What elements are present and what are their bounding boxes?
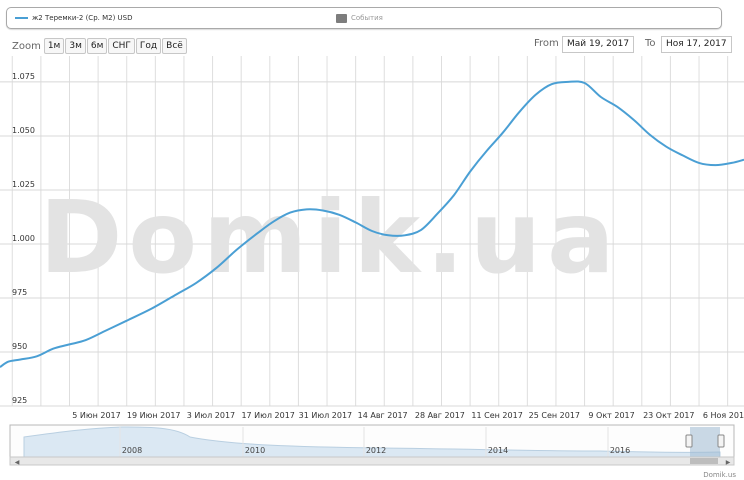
y-tick-label: 1.075 [12, 72, 35, 81]
to-date-input[interactable]: Ноя 17, 2017 [661, 36, 732, 53]
x-tick-label: 14 Авг 2017 [358, 411, 408, 420]
to-label: To [645, 38, 656, 49]
x-tick-label: 3 Июл 2017 [187, 411, 235, 420]
navigator[interactable]: 2008 2010 2012 2014 2016 ◀ ▶ [9, 424, 735, 466]
navigator-series [23, 426, 721, 458]
y-tick-label: 1.050 [12, 126, 35, 135]
navigator-right-handle[interactable] [717, 434, 725, 448]
zoom-button-3m[interactable]: 3м [65, 38, 86, 54]
from-date-input[interactable]: Май 19, 2017 [562, 36, 635, 53]
x-tick-label: 23 Окт 2017 [643, 411, 694, 420]
navigator-years: 2008 2010 2012 2014 2016 [119, 427, 630, 457]
navigator-year-label: 2010 [245, 446, 265, 455]
x-tick-label: 25 Сен 2017 [529, 411, 580, 420]
x-axis-ticks: 5 Июн 2017 19 Июн 2017 3 Июл 2017 17 Июл 20… [72, 411, 744, 420]
legend: ж2 Теремки-2 (Ср. М2) USD События [6, 7, 722, 29]
x-tick-label: 9 Окт 2017 [588, 411, 634, 420]
credit-text: Domik.us [703, 471, 736, 479]
watermark: Domik.ua [39, 179, 620, 296]
zoom-button-1m[interactable]: 1м [43, 38, 65, 54]
y-tick-label: 925 [12, 396, 27, 405]
scroll-right-icon[interactable]: ▶ [726, 459, 731, 466]
series-line [0, 80, 744, 368]
zoom-label: Zoom [12, 40, 41, 52]
zoom-selector: Zoom 1м 3м 6м СНГ Год Всё [12, 38, 187, 54]
navigator-year-label: 2008 [122, 446, 142, 455]
legend-series-label: ж2 Теремки-2 (Ср. М2) USD [32, 14, 133, 22]
events-square-icon [336, 13, 347, 23]
x-tick-label: 5 Июн 2017 [72, 411, 120, 420]
y-tick-label: 1.025 [12, 180, 35, 189]
series-line-icon [15, 17, 28, 19]
y-tick-label: 950 [12, 342, 27, 351]
x-tick-label: 28 Авг 2017 [415, 411, 465, 420]
zoom-button-1y[interactable]: Год [135, 38, 162, 54]
x-tick-label: 11 Сен 2017 [471, 411, 522, 420]
y-tick-label: 1.000 [12, 234, 35, 243]
x-tick-label: 17 Июл 2017 [241, 411, 294, 420]
scrollbar-thumb[interactable] [690, 458, 718, 464]
series-layer [0, 80, 744, 368]
legend-item-events[interactable]: События [336, 8, 383, 28]
x-tick-label: 19 Июн 2017 [127, 411, 181, 420]
zoom-button-6m[interactable]: 6м [86, 38, 108, 54]
navigator-selection[interactable] [690, 427, 720, 457]
x-tick-label: 31 Июл 2017 [299, 411, 352, 420]
from-label: From [534, 38, 559, 49]
legend-events-label: События [351, 14, 383, 22]
navigator-year-label: 2014 [488, 446, 508, 455]
legend-item-series[interactable]: ж2 Теремки-2 (Ср. М2) USD [15, 8, 133, 28]
scroll-left-icon[interactable]: ◀ [15, 459, 20, 466]
navigator-year-label: 2012 [366, 446, 386, 455]
horizontal-grid [0, 81, 744, 407]
zoom-button-ytd[interactable]: СНГ [108, 38, 135, 54]
navigator-year-label: 2016 [610, 446, 630, 455]
navigator-left-handle[interactable] [685, 434, 693, 448]
y-tick-label: 975 [12, 288, 27, 297]
y-axis-ticks: 925 950 975 1.000 1.025 1.050 1.075 [12, 72, 35, 405]
vertical-grid [11, 56, 729, 406]
x-tick-label: 6 Ноя 2017 [703, 411, 744, 420]
navigator-scrollbar[interactable] [9, 456, 735, 466]
zoom-button-all[interactable]: Всё [162, 38, 187, 54]
